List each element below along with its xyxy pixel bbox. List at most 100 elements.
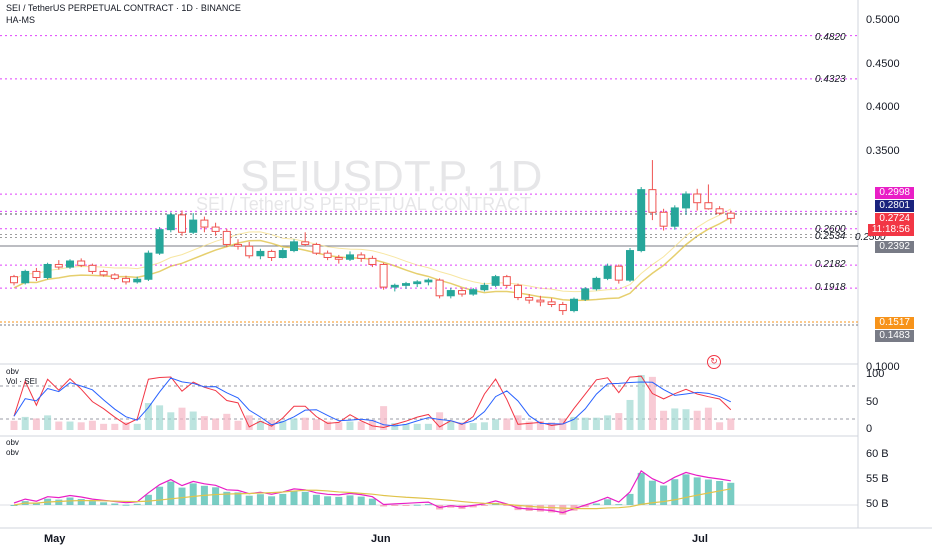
osc-d-line [13,377,732,427]
obv-bar [290,490,298,505]
candle-body [200,219,209,228]
candle-body [178,214,186,233]
volume-bar [111,423,119,430]
candle-body [334,257,343,260]
obv-bar [615,504,623,506]
pane3-label[interactable]: obv [6,438,19,447]
level-lines [0,35,858,289]
chart-title[interactable]: SEI / TetherUS PERPETUAL CONTRACT · 1D ·… [6,3,241,13]
price-tag: 0.2801 [875,200,914,212]
volume-bar [21,416,29,430]
volume-bar [256,420,264,430]
volume-bar [10,420,18,430]
volume-bar [234,420,242,430]
obv-bar [626,493,634,505]
obv-bar [660,485,668,505]
time-label-may: May [44,533,66,545]
obv-bar [133,503,141,505]
volume-bar [704,407,712,430]
candle-body [704,202,713,210]
obv-bar [10,505,18,506]
obv-bar [536,505,544,512]
obv-bar [88,501,96,505]
obv-bar [245,495,253,505]
candle-body [155,229,164,254]
candle-body [133,278,142,283]
candle-body [323,252,332,259]
obv-bar [424,504,432,506]
volume-bar [156,405,164,430]
candle-body [446,290,455,297]
candle-body [110,274,119,279]
obv-bar [189,483,197,505]
volume-bar [66,421,74,430]
volume-bar [357,421,365,430]
volume-bar [503,418,511,430]
obv-bar [548,505,556,513]
volume-bar [290,418,298,430]
volume-bar [436,412,444,430]
candle-body [480,284,489,291]
candle-body [536,299,545,303]
volume-bar [301,417,309,430]
pane2-label[interactable]: Vol · SEI [6,377,38,386]
candle-body [402,283,410,286]
obv-bar [301,491,309,505]
candle-body [301,241,310,245]
obv-bar [55,499,63,505]
obv-bar [525,505,533,511]
pane3-label[interactable]: obv [6,448,19,457]
candlestick-series [10,160,735,315]
volume-bar [312,419,320,430]
obv-bar [503,505,511,506]
level-label: 0.4820 [815,32,846,43]
volume-bar [581,417,589,430]
candle-body [211,226,220,232]
time-label-jul: Jul [692,533,708,545]
obv-bar [447,505,455,508]
obv-bar [671,479,679,505]
volume-bar [88,420,96,430]
candle-body [267,250,276,259]
indicator-label[interactable]: HA-MS [6,15,35,25]
pane3-tick: 55 B [866,473,889,485]
candle-body [32,270,41,279]
candle-body [413,281,422,285]
obv-bar [212,487,220,505]
obv-bar [380,505,388,507]
volume-bar [693,410,701,430]
candle-body [469,289,478,295]
countdown-tag: 11:18:56 [867,224,914,236]
obv-bar [256,494,264,505]
volume-bar [525,421,533,430]
candle-body [368,257,377,265]
price-tick: 0.4000 [866,101,900,113]
alert-icon[interactable]: ↻ [707,355,721,369]
volume-bar [615,413,623,430]
pane2-label[interactable]: obv [6,367,19,376]
candle-body [234,243,242,247]
volume-bar [32,418,40,430]
volume-bar [380,406,388,430]
candle-body [77,260,86,266]
volume-bar [346,421,354,430]
band-upper-line [13,208,732,293]
candle-body [592,277,601,290]
volume-bar [548,422,556,430]
obv-bar [324,496,332,505]
candle-body [278,250,287,259]
candle-body [245,245,254,257]
candle-body [581,288,590,300]
candle-body [670,207,679,227]
obv-bar [469,505,477,508]
candle-body [693,193,702,204]
volume-bar [492,419,500,430]
price-tick: 0.4500 [866,58,900,70]
price-tag: 0.2392 [875,241,914,253]
obv-bar [144,494,152,505]
candle-body [525,297,534,301]
volume-bar [391,423,399,430]
volume-bar [212,418,220,430]
volume-bar [514,415,522,430]
